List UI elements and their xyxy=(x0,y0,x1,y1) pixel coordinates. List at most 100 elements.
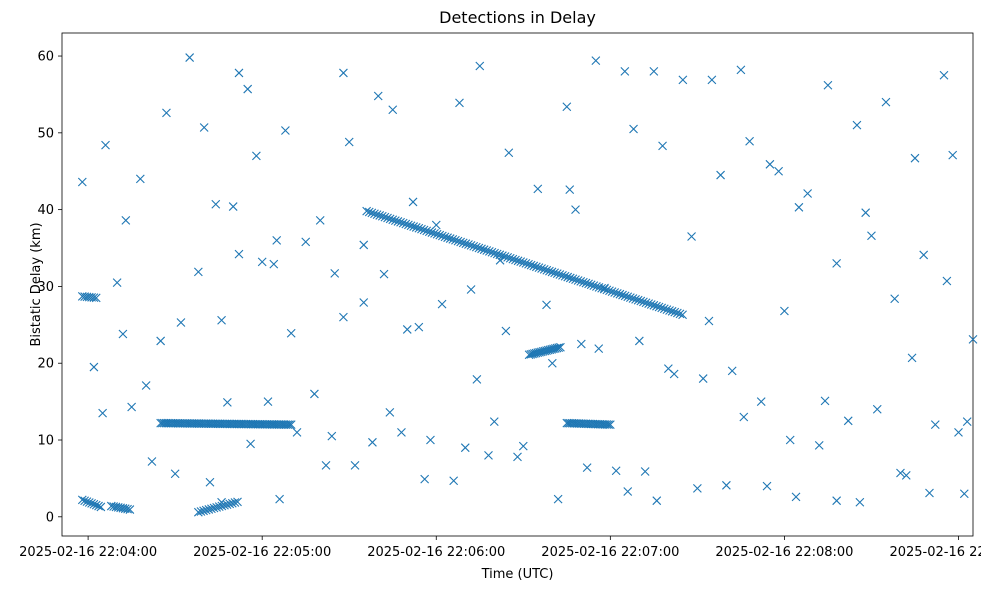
data-point xyxy=(641,298,651,308)
data-point xyxy=(600,283,609,293)
data-point xyxy=(586,280,596,290)
data-point xyxy=(526,260,536,270)
data-point xyxy=(443,233,452,243)
data-point xyxy=(350,460,360,470)
data-point xyxy=(211,199,221,209)
data-point xyxy=(704,316,714,326)
data-point xyxy=(584,279,593,289)
data-point xyxy=(599,284,609,294)
data-point xyxy=(217,497,226,507)
data-point xyxy=(199,506,208,516)
data-point xyxy=(147,457,157,466)
data-point xyxy=(437,231,447,241)
data-point xyxy=(339,312,348,322)
data-point xyxy=(474,243,484,253)
data-point xyxy=(123,504,132,514)
data-point xyxy=(422,226,432,236)
data-point xyxy=(310,389,319,399)
data-point xyxy=(383,213,392,223)
data-point xyxy=(388,105,398,115)
data-point xyxy=(185,53,195,62)
data-point xyxy=(968,335,978,344)
data-point xyxy=(628,294,638,303)
data-point xyxy=(503,252,513,262)
data-point xyxy=(135,174,145,184)
data-point xyxy=(406,221,416,231)
data-point xyxy=(222,500,232,509)
data-point xyxy=(652,496,662,506)
data-point xyxy=(227,498,237,508)
data-point xyxy=(542,346,551,355)
data-point xyxy=(385,407,395,417)
data-point xyxy=(605,286,614,296)
data-point xyxy=(521,258,531,268)
data-point xyxy=(315,215,325,225)
data-point xyxy=(112,278,122,287)
data-point xyxy=(281,126,290,135)
data-point xyxy=(658,141,667,151)
data-point xyxy=(327,431,337,441)
data-point xyxy=(435,230,445,240)
data-point xyxy=(529,261,539,271)
data-point xyxy=(118,329,128,339)
data-point xyxy=(339,68,348,78)
data-point xyxy=(162,108,171,118)
data-point xyxy=(511,255,520,265)
data-point xyxy=(547,267,557,277)
data-point xyxy=(396,217,405,227)
data-point xyxy=(665,306,674,315)
data-point xyxy=(524,350,534,360)
data-point xyxy=(756,397,766,406)
data-point xyxy=(535,347,544,357)
data-point xyxy=(843,416,853,426)
data-point xyxy=(605,420,615,430)
data-point xyxy=(633,295,643,305)
data-point xyxy=(524,259,533,269)
data-point xyxy=(549,344,558,354)
data-point xyxy=(344,137,354,147)
data-point xyxy=(539,264,549,274)
data-point xyxy=(526,349,536,359)
data-point xyxy=(716,170,725,180)
data-point xyxy=(659,304,669,314)
data-point xyxy=(612,288,622,298)
y-tick-label: 30 xyxy=(37,280,54,295)
data-point xyxy=(170,469,180,479)
data-point xyxy=(565,273,575,283)
y-axis-ticks: 0 10 20 30 40 50 60 xyxy=(37,50,62,525)
data-point xyxy=(925,488,934,498)
data-point xyxy=(390,216,400,225)
data-point xyxy=(445,234,455,243)
data-point xyxy=(84,498,94,507)
data-point xyxy=(667,306,677,316)
data-point xyxy=(550,268,560,278)
data-point xyxy=(286,328,296,338)
data-point xyxy=(498,251,507,261)
data-point xyxy=(852,120,862,130)
data-point xyxy=(654,302,664,312)
data-point xyxy=(780,306,789,316)
data-point xyxy=(201,505,211,515)
data-point xyxy=(832,258,842,268)
data-point xyxy=(649,67,659,76)
data-point xyxy=(96,502,106,512)
data-point xyxy=(962,417,972,426)
data-point xyxy=(678,310,687,320)
data-point xyxy=(234,249,244,259)
data-point xyxy=(272,235,282,245)
data-point xyxy=(359,298,369,307)
data-point xyxy=(472,374,482,384)
data-point xyxy=(362,206,372,216)
data-point xyxy=(230,498,240,507)
data-point xyxy=(495,255,505,265)
data-point xyxy=(125,505,135,514)
data-point xyxy=(620,291,630,301)
data-point xyxy=(409,222,419,231)
data-point xyxy=(867,231,876,241)
data-point xyxy=(375,211,385,220)
data-point xyxy=(176,318,186,327)
data-point xyxy=(283,420,293,429)
data-point xyxy=(558,270,567,280)
data-point xyxy=(553,494,563,504)
data-markers xyxy=(77,53,978,517)
